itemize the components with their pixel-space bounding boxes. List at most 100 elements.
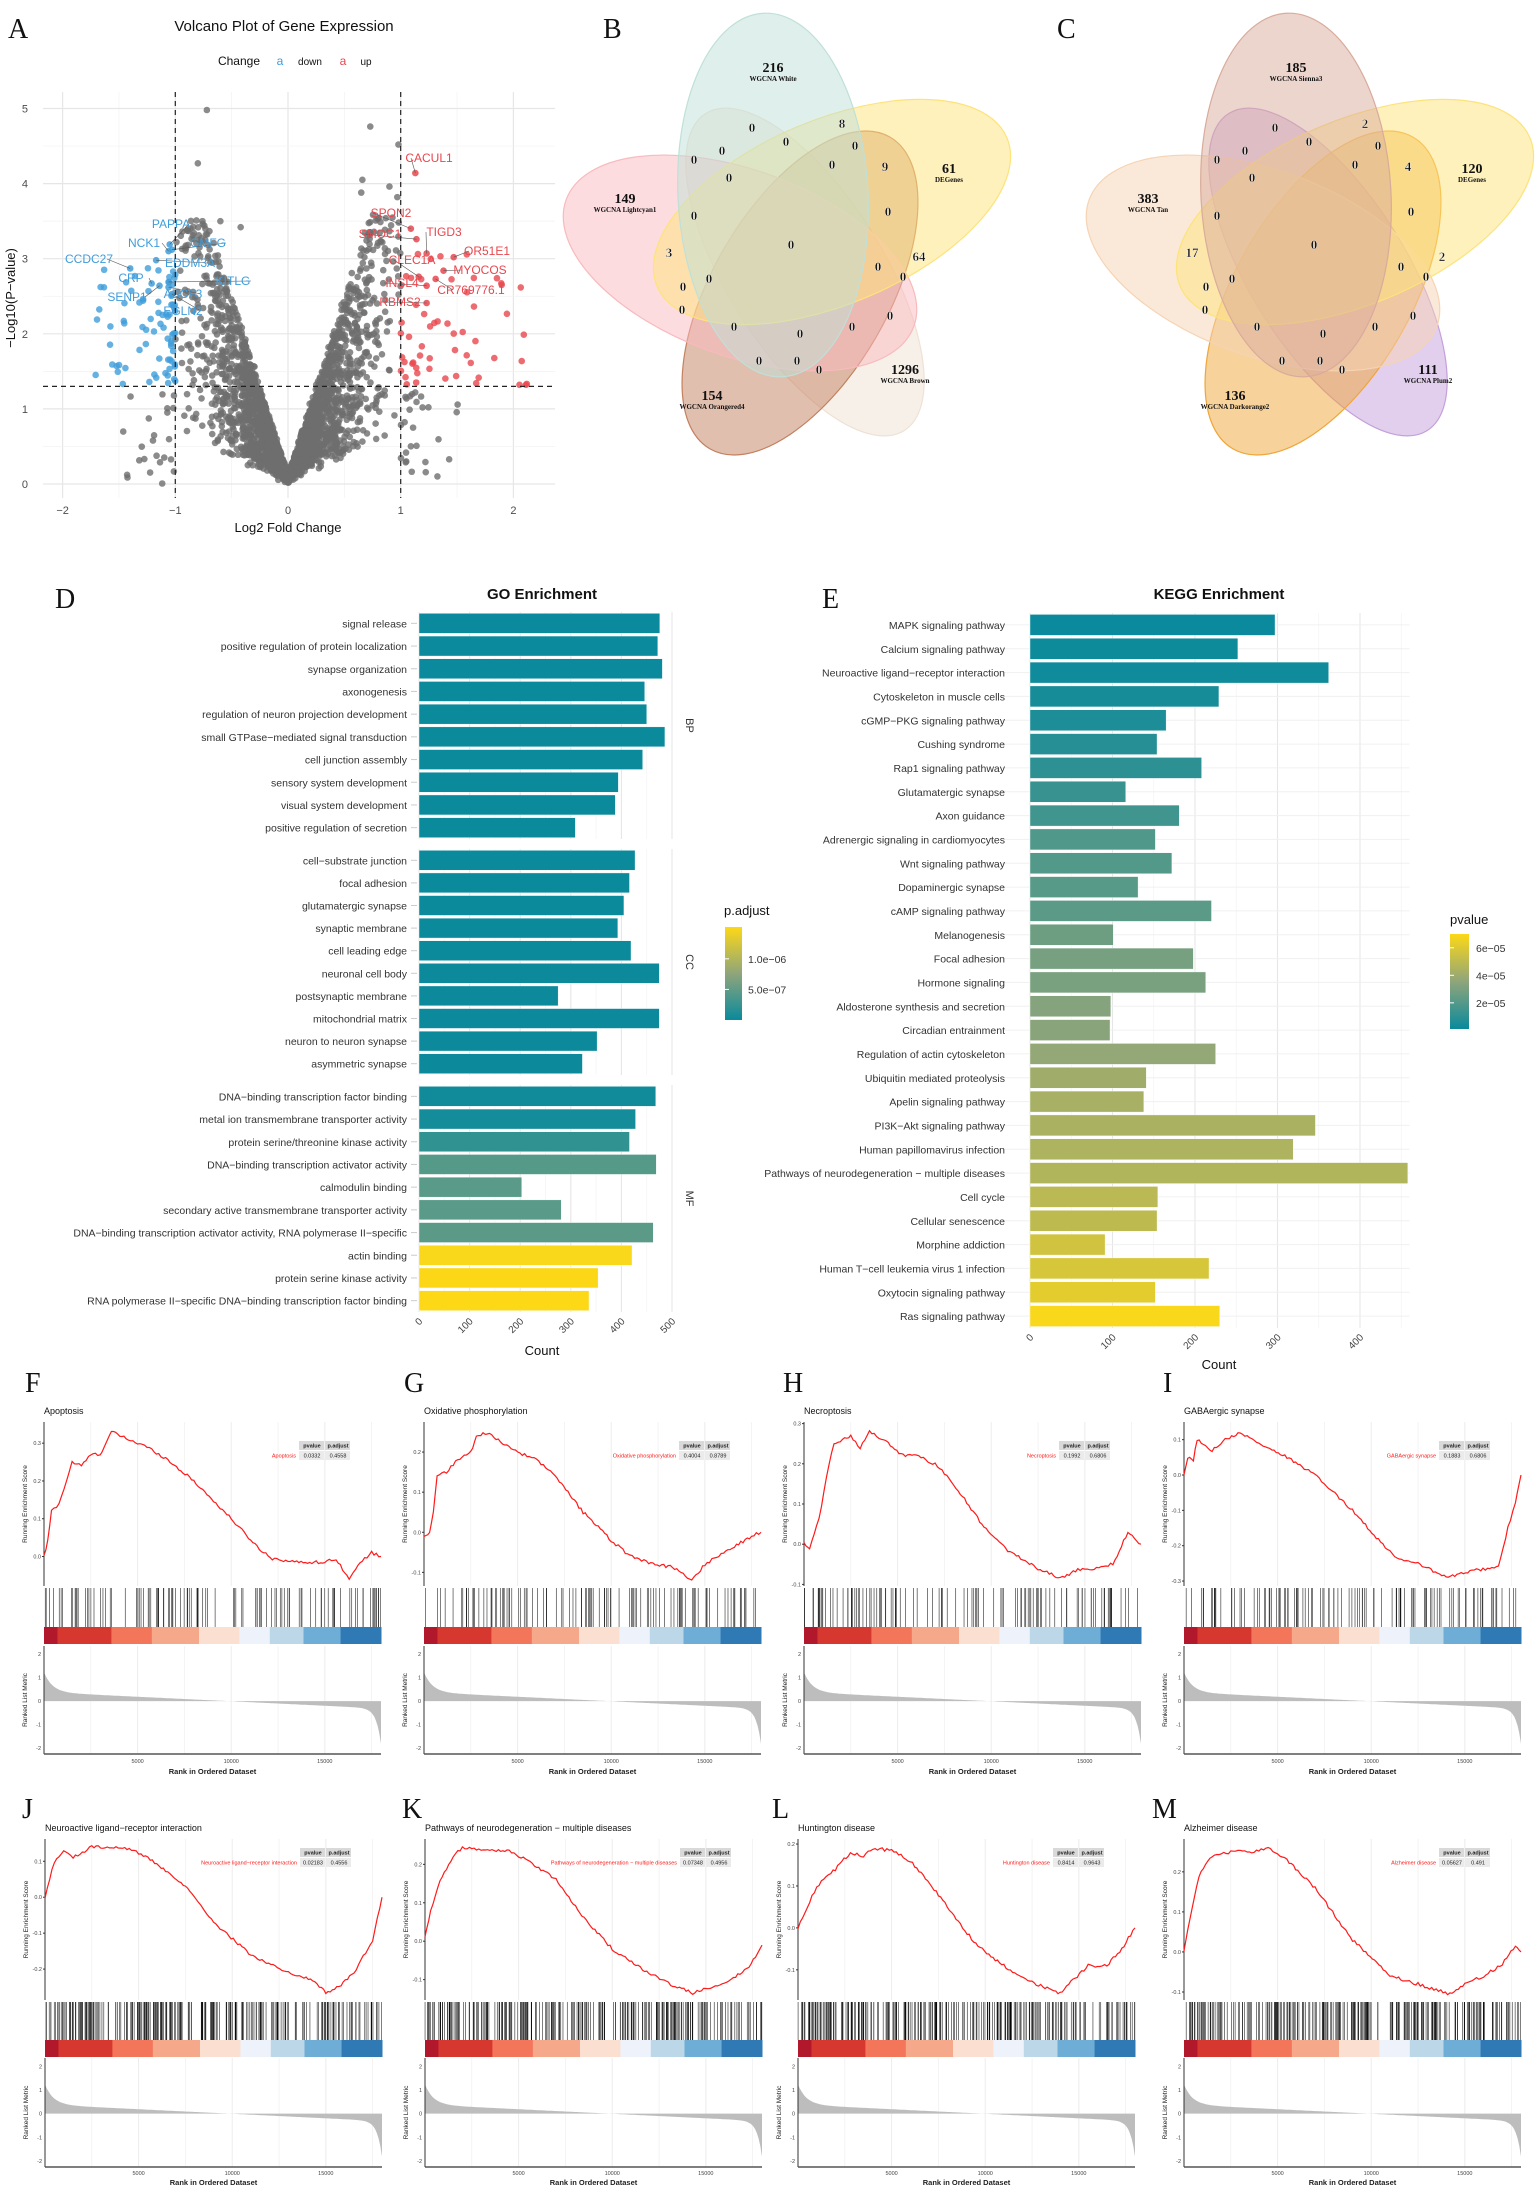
point-not-significant [422, 458, 429, 466]
point-not-significant [193, 217, 200, 224]
bar [1029, 1233, 1106, 1256]
point-not-significant [192, 415, 199, 422]
point-not-significant [194, 223, 202, 231]
x-tick-label: 10000 [978, 2171, 993, 2177]
band-segment [953, 2040, 994, 2057]
band-segment [993, 2040, 1025, 2057]
venn-set-count: 136 [1225, 389, 1246, 404]
gene-hit-lines [1185, 2002, 1521, 2040]
plot-title: GABAergic synapse [1184, 1406, 1265, 1416]
venn-overlap-count: 0 [726, 170, 733, 185]
x-tick-label: 200 [1182, 1332, 1202, 1352]
point-up [520, 331, 528, 338]
x-tick-label: 0 [1024, 1332, 1036, 1344]
gene-label: CRP [118, 271, 143, 285]
point-not-significant [396, 249, 404, 257]
running-enrichment-score-line [797, 1847, 1136, 1995]
bar [1029, 1019, 1111, 1041]
gsea-plot-M: Alzheimer disease -0.1 0.0 0.1 0.2 Running En… [1162, 1823, 1522, 2187]
venn-overlap-count: 0 [1254, 319, 1261, 334]
point-not-significant [361, 293, 369, 301]
point-not-significant [406, 406, 413, 413]
venn-overlap-count: 0 [1423, 269, 1430, 284]
band-segment [684, 2040, 723, 2057]
point-not-significant [314, 419, 322, 426]
venn-overlap-count: 0 [1202, 302, 1209, 317]
venn-overlap-count: 0 [1229, 271, 1236, 286]
chart-title: GO Enrichment [487, 586, 597, 603]
point-up [503, 310, 511, 318]
point-not-significant [138, 443, 146, 450]
y-tick-label: -0.1 [412, 1570, 421, 1576]
point-not-significant [361, 253, 368, 261]
point-not-significant [227, 407, 235, 415]
point-not-significant [219, 297, 227, 305]
point-down [146, 378, 153, 386]
point-down [144, 264, 152, 272]
category-label: actin binding [348, 1250, 407, 1262]
band-segment [269, 1627, 304, 1644]
x-tick-label: 15000 [697, 1759, 712, 1765]
band-segment [905, 2040, 954, 2057]
point-not-significant [372, 420, 379, 427]
point-not-significant [365, 352, 373, 360]
table-pvalue: 0.1992 [1064, 1454, 1081, 1460]
rank-color-band [804, 1627, 1142, 1644]
table-padjust: 0.9643 [1084, 1861, 1101, 1867]
venn-set-count: 120 [1462, 162, 1483, 177]
point-down [122, 364, 129, 372]
point-not-significant [275, 450, 282, 458]
category-label: protein serine/threonine kinase activity [228, 1137, 407, 1149]
bar [418, 1176, 522, 1198]
x-tick-label: 5000 [511, 1759, 523, 1765]
bar [418, 749, 643, 770]
point-not-significant [309, 447, 317, 455]
y-axis-label-metric: Ranked List Metric [23, 2085, 30, 2140]
ranked-list-metric-area [45, 2084, 382, 2157]
point-not-significant [198, 422, 206, 429]
gene-label: NCK1 [128, 236, 160, 250]
point-not-significant [233, 311, 241, 319]
metric-tick-label: 1 [1178, 1676, 1181, 1682]
bar [1029, 1305, 1220, 1327]
table-pvalue: 0.0332 [304, 1454, 321, 1460]
venn-overlap-count: 0 [852, 138, 859, 153]
x-axis-label: Rank in Ordered Dataset [923, 2178, 1011, 2187]
table-padjust: 0.491 [1471, 1861, 1485, 1867]
category-label: DNA−binding transcription factor binding [219, 1091, 407, 1103]
point-not-significant [183, 427, 191, 435]
venn-overlap-count: 0 [691, 208, 698, 223]
point-not-significant [425, 403, 432, 411]
x-tick-label: 5000 [132, 2171, 144, 2177]
point-not-significant [373, 394, 380, 401]
point-down [164, 372, 172, 379]
point-not-significant [312, 386, 320, 393]
y-tick-label: 0.1 [793, 1502, 801, 1508]
table-header-padjust: p.adjust [707, 1444, 728, 1450]
point-not-significant [178, 329, 186, 336]
category-label: glutamatergic synapse [302, 901, 407, 913]
gene-label: CLEC1A [389, 253, 436, 267]
point-not-significant [367, 331, 375, 339]
y-tick-label: 0.2 [793, 1462, 801, 1468]
stats-table: pvalue p.adjust 0.05627 0.491 Alzheimer dise… [1391, 1848, 1490, 1867]
metric-tick-label: 0 [39, 2112, 42, 2118]
point-up [516, 381, 523, 389]
metric-tick-label: 2 [39, 2064, 42, 2070]
point-not-significant [262, 457, 270, 465]
point-not-significant [345, 324, 352, 332]
point-not-significant [366, 123, 374, 130]
venn-overlap-count: 0 [1375, 138, 1382, 153]
point-down [107, 323, 114, 330]
point-not-significant [387, 222, 395, 229]
venn-overlap-count: 0 [788, 237, 795, 252]
plot-title: Huntington disease [798, 1823, 875, 1833]
legend-colorbar [725, 927, 742, 1020]
point-down [147, 315, 154, 323]
point-not-significant [235, 328, 243, 336]
point-not-significant [212, 396, 219, 404]
category-label: cAMP signaling pathway [891, 906, 1006, 918]
y-tick-label: 0.3 [793, 1422, 801, 1428]
table-header-padjust: p.adjust [1467, 1851, 1488, 1857]
